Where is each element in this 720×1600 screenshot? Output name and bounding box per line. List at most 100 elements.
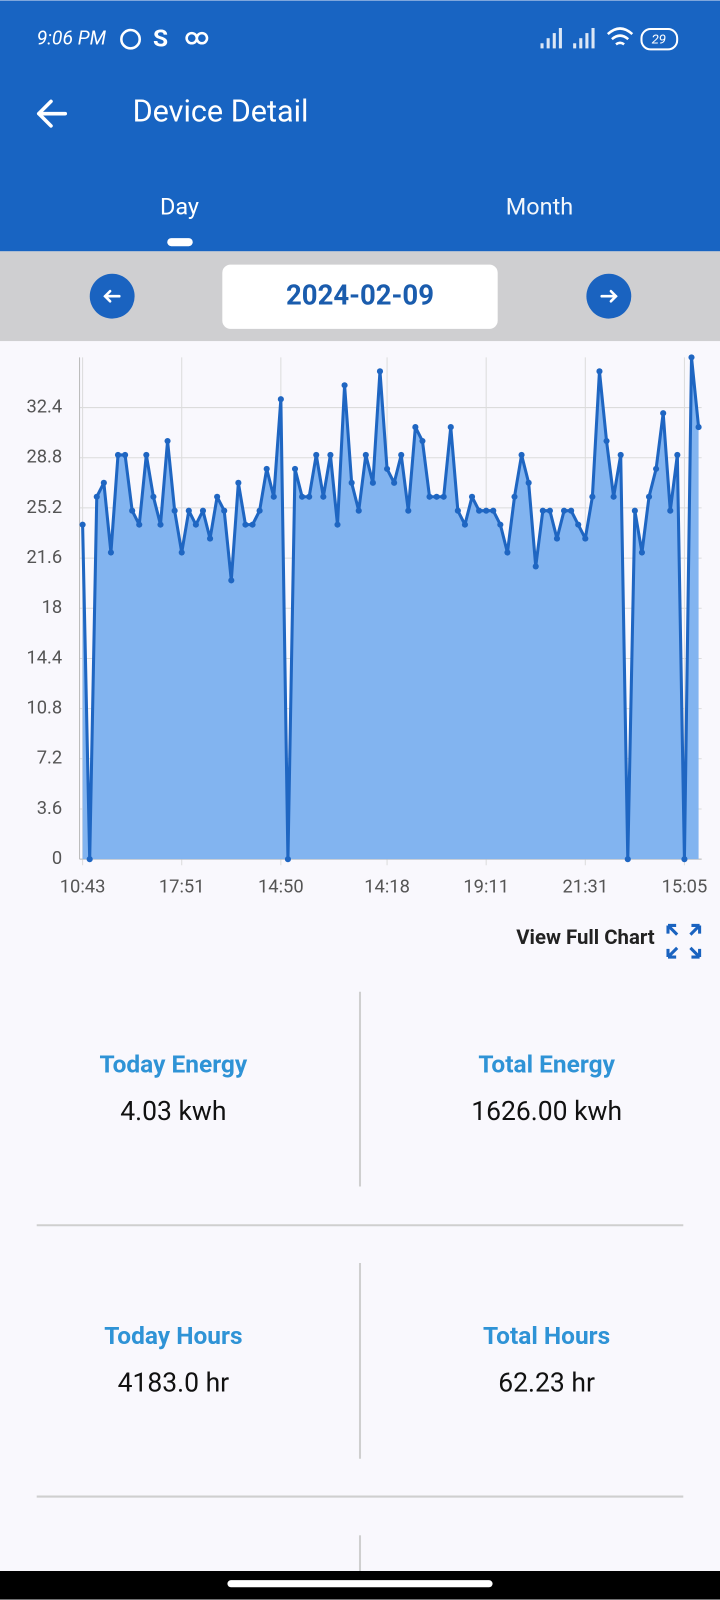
point [653,465,660,472]
point [398,451,405,459]
stat-label: Today Energy [100,1050,248,1079]
stat-value: 4.03 kwh [120,1096,226,1127]
point [376,368,384,375]
point [348,479,355,486]
point [79,521,86,528]
point [440,493,447,500]
point [568,507,575,514]
point [412,424,419,431]
line [81,355,701,861]
point [695,424,702,431]
point [617,451,624,459]
point [341,382,348,389]
x-tick-label: 10:43 [60,877,106,898]
point [199,507,207,514]
y-tick-label: 7.2 [37,748,62,769]
point [122,451,129,459]
point [263,465,270,472]
y-tick-label: 14.4 [26,647,62,668]
y-tick-label: 18 [42,597,63,618]
stat-value: 62.23 hr [498,1367,595,1398]
point [284,856,291,863]
point [313,451,320,459]
point [256,507,263,514]
expand-icon[interactable] [666,923,702,959]
point [214,493,221,500]
point [638,549,646,556]
battery-icon [640,27,679,51]
back-button[interactable] [36,99,68,128]
point [291,465,299,472]
point [461,521,468,528]
point [327,451,334,459]
point [575,521,582,528]
point [631,507,638,514]
y-tick-label: 32.4 [26,396,62,417]
point [136,521,143,528]
status-time: 9:06 PM [37,26,107,49]
point [171,507,178,514]
point [299,493,306,500]
battery-level: 29 [652,33,666,48]
point [192,521,199,528]
point [539,507,546,514]
point [114,451,122,459]
point [667,507,674,514]
point [129,507,136,514]
point [178,549,185,556]
point [334,521,341,528]
view-full-chart[interactable]: View Full Chart [516,925,655,949]
tab-day[interactable]: Day [160,193,199,221]
point [454,507,461,514]
point [270,493,277,500]
point [561,507,568,514]
point [546,507,553,514]
home-indicator [227,1580,493,1588]
y-tick-label: 0 [52,848,62,869]
point [419,437,426,445]
tab-month[interactable]: Month [506,193,573,221]
x-tick-label: 19:11 [463,877,509,898]
stat-label: Total Energy [478,1050,615,1079]
point [206,535,214,542]
point [405,507,412,514]
point [426,493,433,500]
y-tick-label: 25.2 [26,497,62,518]
point [468,493,476,500]
date-box[interactable] [222,264,498,329]
stat-label: Total Hours [483,1321,610,1350]
point [93,493,100,500]
point [660,410,667,417]
point [107,549,114,556]
point [490,507,497,514]
point [228,577,235,584]
stat-value: 4183.0 hr [118,1367,230,1398]
point [603,437,610,445]
page-title: Device Detail [133,95,309,130]
point [391,479,398,486]
point [688,354,695,361]
signal-icons [540,27,595,49]
x-tick-label: 14:50 [258,877,304,898]
point [532,563,539,570]
stat-value: 1626.00 kwh [471,1096,622,1127]
y-tick-label: 21.6 [26,547,62,568]
point [369,479,376,486]
point [157,521,164,528]
x-tick-label: 15:05 [662,877,708,898]
infinity-icon [185,31,209,45]
point [525,479,532,486]
point [185,507,192,514]
point [362,451,369,459]
point [447,424,454,431]
point [242,521,249,528]
x-tick-label: 14:18 [364,877,410,898]
chart: 0 3.6 7.2 10.8 14.4 18 21.6 25.2 28.8 32.4 10:43 17… [26,354,708,898]
alarm-icon [120,28,141,50]
point [674,451,681,459]
x-tick-label: 17:51 [159,877,205,898]
prev-arrow [103,289,121,303]
point [235,479,242,486]
point [320,493,327,500]
